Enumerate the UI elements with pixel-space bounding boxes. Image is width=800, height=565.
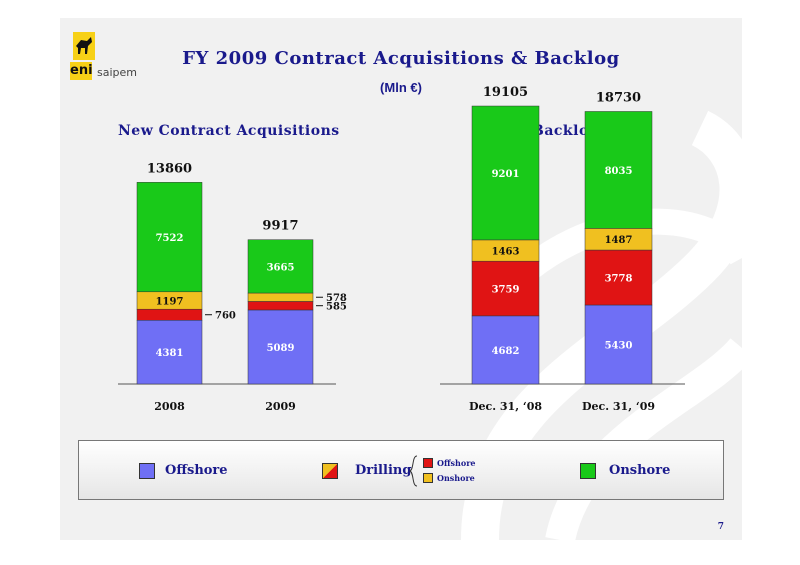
page-number: 7 — [717, 522, 724, 532]
eni-wordmark: eni — [70, 62, 93, 80]
slide: eni saipem FY 2009 Contract Acquisitions… — [60, 18, 742, 540]
legend-label-drilling-onshore: Onshore — [437, 473, 475, 483]
legend-swatch-drilling-offshore — [423, 458, 433, 468]
segment-label-onshore-0-0: 7522 — [156, 233, 184, 244]
segment-label-drilling_offshore-0-1: 585 — [326, 302, 347, 313]
segment-label-offshore-0-0: 4381 — [156, 348, 184, 359]
category-label-1-0: Dec. 31, ‘08 — [469, 400, 542, 413]
bar-onshore-1-1 — [584, 111, 653, 229]
total-label-0-1: 9917 — [262, 219, 298, 234]
bar-onshore-0-1 — [247, 239, 314, 294]
segment-label-offshore-1-0: 4682 — [492, 346, 520, 357]
segment-label-drilling_offshore-1-1: 3778 — [605, 274, 633, 285]
legend-swatch-drilling — [322, 463, 338, 479]
category-label-1-1: Dec. 31, ‘09 — [582, 400, 655, 413]
six-legged-dog-icon — [73, 32, 95, 60]
category-label-0-1: 2009 — [265, 400, 296, 413]
legend-swatch-offshore — [139, 463, 155, 479]
page-subtitle: (Mln €) — [380, 80, 422, 95]
segment-label-offshore-0-1: 5089 — [267, 343, 295, 354]
segment-label-drilling_offshore-0-0: 760 — [215, 311, 236, 322]
bar-drilling_offshore-0-0 — [136, 308, 203, 321]
legend-label-drilling: Drilling — [355, 463, 412, 478]
segment-label-onshore-0-1: 3665 — [267, 262, 295, 273]
segment-label-drilling_onshore-0-1: 578 — [326, 293, 347, 304]
segment-label-onshore-1-0: 9201 — [492, 169, 520, 180]
legend-label-onshore: Onshore — [609, 463, 671, 478]
bar-drilling_onshore-0-1 — [247, 292, 314, 302]
legend-label-drilling-offshore: Offshore — [437, 458, 476, 468]
saipem-wordmark: saipem — [97, 66, 137, 79]
legend-swatch-drilling-onshore — [423, 473, 433, 483]
segment-label-drilling_onshore-0-0: 1197 — [156, 296, 184, 307]
bar-offshore-0-1 — [247, 309, 314, 385]
legend-label-offshore: Offshore — [165, 463, 228, 478]
bar-offshore-1-0 — [471, 315, 540, 385]
segment-label-drilling_onshore-1-0: 1463 — [492, 247, 520, 258]
legend: Offshore Drilling Offshore Onshore Onsho… — [78, 440, 724, 500]
segment-label-drilling_offshore-1-0: 3759 — [492, 285, 520, 296]
segment-label-drilling_onshore-1-1: 1487 — [605, 235, 633, 246]
backlog-chart-title: Backlog — [532, 123, 600, 139]
bar-offshore-1-1 — [584, 304, 653, 385]
total-label-1-1: 18730 — [596, 90, 641, 105]
brace-icon — [409, 455, 418, 487]
segment-label-offshore-1-1: 5430 — [605, 340, 633, 351]
bar-onshore-0-0 — [136, 182, 203, 293]
total-label-0-0: 13860 — [147, 161, 192, 176]
bar-drilling_offshore-1-0 — [471, 260, 540, 317]
charts-area: 1386020084381760119775229917200950895855… — [118, 85, 685, 413]
eni-saipem-logo: eni saipem — [63, 24, 137, 84]
acquisitions-chart-title: New Contract Acquisitions — [118, 123, 340, 139]
bar-drilling_offshore-1-1 — [584, 249, 653, 306]
bar-onshore-1-0 — [471, 105, 540, 241]
bar-offshore-0-0 — [136, 320, 203, 385]
bar-drilling_offshore-0-1 — [247, 301, 314, 311]
page-title: FY 2009 Contract Acquisitions & Backlog — [182, 48, 620, 69]
legend-swatch-onshore — [580, 463, 596, 479]
segment-label-onshore-1-1: 8035 — [605, 166, 633, 177]
total-label-1-0: 19105 — [483, 85, 528, 100]
category-label-0-0: 2008 — [154, 400, 185, 413]
